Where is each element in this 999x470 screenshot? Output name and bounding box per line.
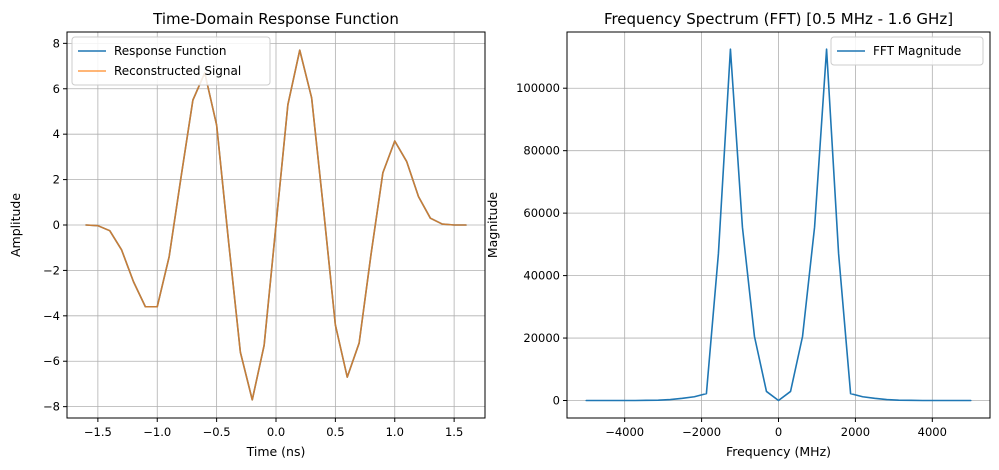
x-tick-label: 0.5 [326,425,344,439]
y-axis-label: Amplitude [8,193,23,257]
x-tick-label: −0.5 [203,425,231,439]
legend-label: Reconstructed Signal [114,64,241,78]
y-tick-label: −8 [43,400,60,414]
x-tick-label: 0.0 [267,425,285,439]
legend: Response Function Reconstructed Signal [71,36,271,86]
legend: FFT Magnitude [830,36,984,66]
x-tick-label: −4000 [605,425,644,439]
x-tick-label: 2000 [841,425,870,439]
x-tick-label: 1.5 [445,425,463,439]
grid [67,32,485,418]
x-tick-label: −1.0 [143,425,171,439]
y-tick-label: 0 [53,218,60,232]
x-axis-label: Time (ns) [246,444,306,459]
series-line-fft-magnitude [585,48,972,402]
y-tick-label: 2 [53,173,60,187]
y-tick-label: 40000 [523,269,560,283]
y-axis-label: Magnitude [485,192,500,259]
x-axis-label: Frequency (MHz) [726,444,831,459]
x-tick-label: −2000 [682,425,721,439]
x-tick-label: 1.0 [386,425,404,439]
y-tick-label: 6 [53,82,60,96]
time-domain-chart: −1.5 −1.0 −0.5 0.0 0.5 1.0 1.5 −8 −6 −4 −2 0 2 4 6 8 Tim… [8,10,486,459]
x-tick-label: −1.5 [84,425,112,439]
chart-title: Time-Domain Response Function [152,10,399,28]
y-tick-label: 8 [53,36,60,50]
y-tick-label: 0 [553,394,560,408]
y-tick-label: −6 [43,354,60,368]
legend-box [71,36,271,86]
y-tick-label: 4 [53,127,60,141]
x-tick-label: 4000 [918,425,947,439]
series-line-reconstructed-signal [85,49,467,401]
frequency-spectrum-chart: −4000 −2000 0 2000 4000020000400006000080000… [485,10,991,459]
y-tick-label: 100000 [516,81,560,95]
y-tick-label: 80000 [523,144,560,158]
chart-title: Frequency Spectrum (FFT) [0.5 MHz - 1.6 … [604,10,953,28]
y-tick-label: −4 [43,309,60,323]
y-tick-label: 20000 [523,331,560,345]
y-tick-label: 60000 [523,206,560,220]
legend-label: Response Function [114,44,227,58]
legend-box [830,36,984,66]
y-tick-label: −2 [43,263,60,277]
x-tick-label: 0 [775,425,782,439]
legend-label: FFT Magnitude [873,44,961,58]
